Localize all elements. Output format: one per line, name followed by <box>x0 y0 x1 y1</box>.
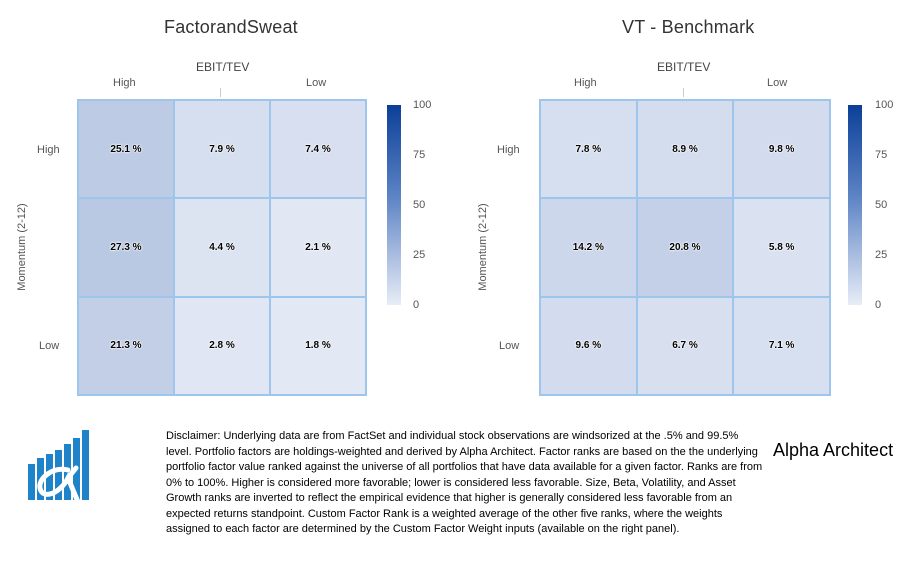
alpha-architect-logo-icon <box>24 428 94 509</box>
heatmap-cell-label: 7.9 % <box>209 143 235 155</box>
heatmap-cell: 25.1 % <box>78 100 174 199</box>
brand-name: Alpha Architect <box>773 440 894 460</box>
heatmap-cell-label: 7.4 % <box>305 143 331 155</box>
legend-tick: 50 <box>413 199 426 211</box>
legend-tick: 100 <box>875 99 894 111</box>
x-tick-label-high: High <box>574 77 597 89</box>
heatmap-cell-label: 2.8 % <box>209 340 235 352</box>
heatmap-cell: 9.8 % <box>733 100 830 199</box>
legend-tick: 25 <box>413 249 426 261</box>
x-tick-label-high: High <box>113 77 136 89</box>
x-tick-mark <box>683 88 684 97</box>
x-tick-label-low: Low <box>306 77 327 89</box>
heatmap-cell: 20.8 % <box>636 198 734 297</box>
heatmap-cell-label: 7.1 % <box>768 340 795 352</box>
legend-tick: 0 <box>875 299 882 311</box>
heatmap-cell-label: 8.9 % <box>672 143 698 155</box>
disclaimer-text: Disclaimer: Underlying data are from Fac… <box>166 430 763 535</box>
legend-tick: 25 <box>875 249 888 261</box>
heatmap-cell: 27.3 % <box>78 198 174 297</box>
heatmap-cell: 5.8 % <box>733 198 830 297</box>
heatmap-cell-label: 9.8 % <box>768 143 795 155</box>
y-axis-title: Momentum (2-12) <box>16 203 28 291</box>
heatmap-cell: 7.8 % <box>540 100 637 199</box>
color-legend-bar <box>848 105 862 305</box>
heatmap-cell-label: 25.1 % <box>110 143 142 155</box>
x-tick-mark <box>220 88 221 97</box>
heatmap-cell-label: 7.8 % <box>575 143 602 155</box>
heatmap-panel-factorandsweat: FactorandSweat EBIT/TEV High Low Momentu… <box>0 0 461 410</box>
y-tick-label-low: Low <box>39 340 60 352</box>
heatmap-cell-label: 20.8 % <box>669 241 701 253</box>
heatmap-cell: 9.6 % <box>540 296 637 395</box>
heatmap-cell-label: 21.3 % <box>110 340 142 352</box>
color-legend-bar <box>387 105 401 305</box>
chart-title: FactorandSweat <box>164 17 298 37</box>
heatmap-grid: 7.8 % 8.9 % 9.8 % 14.2 % 20.8 % 5.8 % 9.6 % 6.7… <box>539 99 831 396</box>
heatmap-cell: 14.2 % <box>540 198 637 297</box>
y-tick-label-low: Low <box>499 340 520 352</box>
heatmap-cell: 1.8 % <box>270 296 366 395</box>
legend-tick: 0 <box>413 299 420 311</box>
heatmap-cell-label: 14.2 % <box>572 241 604 253</box>
heatmap-cell-label: 6.7 % <box>672 340 698 352</box>
x-axis-title: EBIT/TEV <box>657 60 711 74</box>
heatmap-cell-label: 27.3 % <box>110 241 142 253</box>
heatmap-cell: 8.9 % <box>636 100 734 199</box>
heatmap-cell: 2.1 % <box>270 198 366 297</box>
heatmap-grid: 25.1 % 7.9 % 7.4 % 27.3 % 4.4 % 2.1 % 21.3 % 2.… <box>77 99 367 396</box>
legend-tick: 100 <box>413 99 432 111</box>
heatmap-cell: 7.9 % <box>174 100 270 199</box>
heatmap-cell-label: 9.6 % <box>575 340 602 352</box>
heatmap-cell-label: 4.4 % <box>209 241 235 253</box>
x-axis-title: EBIT/TEV <box>196 60 250 74</box>
heatmap-cell-label: 1.8 % <box>305 340 331 352</box>
heatmap-cell: 6.7 % <box>636 296 734 395</box>
heatmap-cell: 7.4 % <box>270 100 366 199</box>
legend-tick: 75 <box>413 149 426 161</box>
y-tick-label-high: High <box>37 144 60 156</box>
heatmap-cell: 2.8 % <box>174 296 270 395</box>
heatmap-cell: 4.4 % <box>174 198 270 297</box>
y-tick-label-high: High <box>497 144 520 156</box>
heatmap-cell: 7.1 % <box>733 296 830 395</box>
heatmap-cell-label: 2.1 % <box>305 241 331 253</box>
heatmap-panel-vt-benchmark: VT - Benchmark EBIT/TEV High Low Momentu… <box>461 0 922 410</box>
heatmap-cell: 21.3 % <box>78 296 174 395</box>
x-tick-label-low: Low <box>767 77 788 89</box>
heatmap-cell-label: 5.8 % <box>768 241 795 253</box>
legend-tick: 75 <box>875 149 888 161</box>
y-axis-title: Momentum (2-12) <box>477 203 489 291</box>
legend-tick: 50 <box>875 199 888 211</box>
chart-title: VT - Benchmark <box>622 17 755 37</box>
